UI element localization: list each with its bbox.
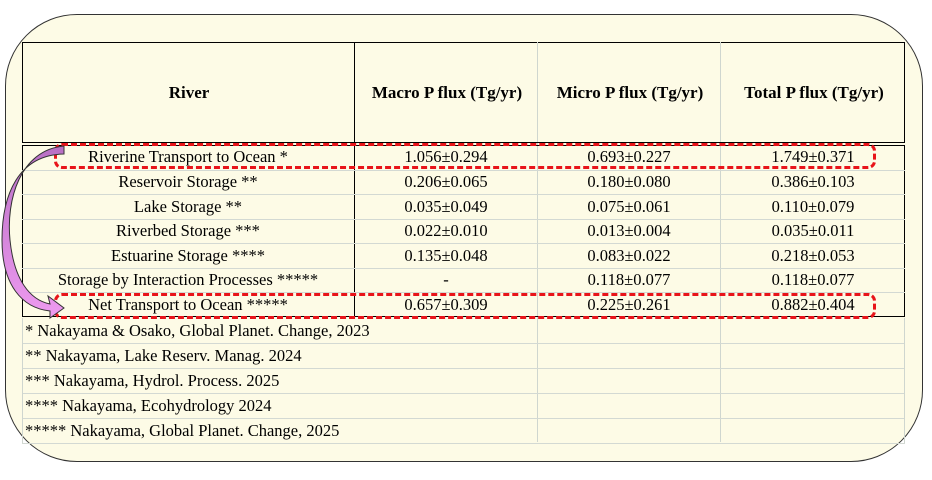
row-label: Reservoir Storage ** bbox=[118, 172, 258, 191]
row-rule bbox=[22, 243, 905, 244]
total-value: 0.118±0.077 bbox=[771, 270, 855, 289]
footnote-text: * Nakayama & Osako, Global Planet. Chang… bbox=[25, 321, 370, 340]
table-row: Riverbed Storage *** 0.022±0.010 0.013±0… bbox=[22, 219, 905, 244]
table-row: Storage by Interaction Processes ***** -… bbox=[22, 268, 905, 293]
total-value: 0.882±0.404 bbox=[771, 294, 855, 314]
footnote: ***** Nakayama, Global Planet. Change, 2… bbox=[22, 418, 905, 443]
macro-value: - bbox=[443, 270, 449, 289]
footnote-text: ** Nakayama, Lake Reserv. Manag. 2024 bbox=[25, 346, 302, 365]
macro-value: 0.035±0.049 bbox=[404, 196, 488, 216]
micro-value: 0.180±0.080 bbox=[587, 172, 671, 191]
grid-line bbox=[904, 318, 905, 443]
micro-value: 0.083±0.022 bbox=[587, 245, 671, 265]
row-rule bbox=[22, 418, 905, 419]
row-rule bbox=[22, 194, 905, 195]
header-river: River bbox=[168, 83, 210, 102]
total-value: 0.218±0.053 bbox=[771, 245, 855, 265]
micro-value: 0.118±0.077 bbox=[587, 270, 671, 289]
row-label: Riverine Transport to Ocean * bbox=[88, 147, 288, 166]
total-value: 0.035±0.011 bbox=[771, 221, 855, 240]
row-rule bbox=[22, 368, 905, 369]
macro-value: 0.135±0.048 bbox=[404, 245, 488, 265]
highlight-box-riverine bbox=[54, 143, 876, 169]
table-header: River Macro P flux (Tg/yr) Micro P flux … bbox=[22, 42, 905, 142]
row-rule bbox=[22, 343, 905, 344]
footnote: *** Nakayama, Hydrol. Process. 2025 bbox=[22, 368, 905, 393]
grid-line bbox=[720, 42, 721, 442]
micro-value: 0.693±0.227 bbox=[587, 147, 671, 166]
rounded-panel bbox=[5, 14, 923, 462]
table-row: Estuarine Storage **** 0.135±0.048 0.083… bbox=[22, 244, 905, 269]
total-value: 1.749±0.371 bbox=[771, 147, 855, 166]
micro-value: 0.013±0.004 bbox=[587, 221, 671, 240]
table-row: Riverine Transport to Ocean * 1.056±0.29… bbox=[22, 145, 905, 170]
macro-value: 0.022±0.010 bbox=[404, 221, 488, 240]
footnote: * Nakayama & Osako, Global Planet. Chang… bbox=[22, 318, 905, 343]
header-micro-flux: Micro P flux (Tg/yr) bbox=[556, 83, 704, 102]
micro-value: 0.225±0.261 bbox=[587, 294, 671, 314]
micro-value: 0.075±0.061 bbox=[587, 196, 671, 216]
footnote: **** Nakayama, Ecohydrology 2024 bbox=[22, 393, 905, 418]
grid-line bbox=[537, 42, 538, 442]
row-rule bbox=[22, 169, 905, 171]
column-divider bbox=[354, 42, 355, 317]
total-value: 0.386±0.103 bbox=[771, 172, 855, 191]
macro-value: 0.657±0.309 bbox=[404, 294, 488, 314]
header-macro-flux: Macro P flux (Tg/yr) bbox=[371, 83, 523, 102]
row-label: Lake Storage ** bbox=[133, 196, 243, 216]
macro-value: 0.206±0.065 bbox=[404, 172, 488, 191]
row-label: Riverbed Storage *** bbox=[116, 221, 260, 240]
row-rule bbox=[22, 393, 905, 394]
table-row: Lake Storage ** 0.035±0.049 0.075±0.061 … bbox=[22, 195, 905, 220]
row-label: Storage by Interaction Processes ***** bbox=[57, 270, 319, 289]
row-rule bbox=[22, 267, 905, 269]
row-label: Estuarine Storage **** bbox=[111, 245, 265, 265]
macro-value: 1.056±0.294 bbox=[404, 147, 488, 166]
footnote-text: *** Nakayama, Hydrol. Process. 2025 bbox=[25, 371, 280, 390]
footnote-text: ***** Nakayama, Global Planet. Change, 2… bbox=[25, 421, 340, 440]
grid-line bbox=[22, 318, 23, 443]
footnote-text: **** Nakayama, Ecohydrology 2024 bbox=[25, 396, 272, 415]
table-row: Reservoir Storage ** 0.206±0.065 0.180±0… bbox=[22, 170, 905, 195]
total-value: 0.110±0.079 bbox=[771, 196, 855, 216]
table-row: Net Transport to Ocean ***** 0.657±0.309… bbox=[22, 293, 905, 318]
row-rule bbox=[22, 292, 905, 293]
footnote: ** Nakayama, Lake Reserv. Manag. 2024 bbox=[22, 343, 905, 368]
row-label: Net Transport to Ocean ***** bbox=[88, 294, 288, 314]
row-rule bbox=[22, 443, 905, 444]
row-rule bbox=[22, 218, 905, 220]
header-total-flux: Total P flux (Tg/yr) bbox=[744, 83, 884, 102]
